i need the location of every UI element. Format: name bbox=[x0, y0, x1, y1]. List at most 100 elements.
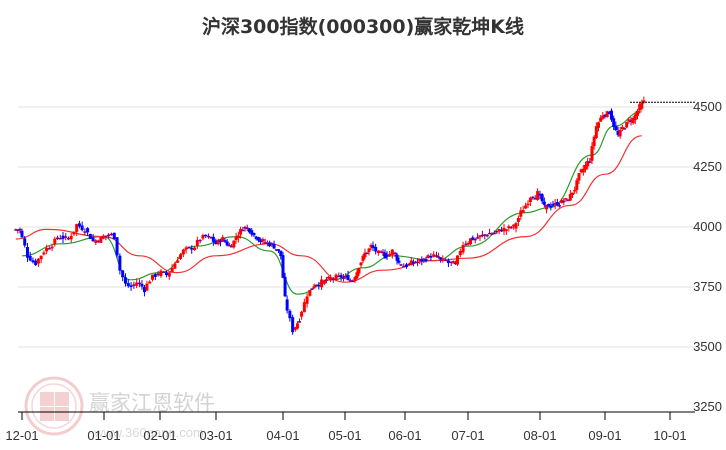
candle-body bbox=[243, 227, 247, 229]
candle-body bbox=[80, 225, 84, 231]
candle-body bbox=[564, 198, 568, 200]
candle-body bbox=[540, 194, 544, 202]
candle-body bbox=[597, 122, 600, 128]
candle-body bbox=[109, 233, 113, 236]
candle-body bbox=[451, 261, 455, 264]
candle-body bbox=[230, 245, 234, 248]
candle-body bbox=[453, 262, 457, 265]
candle-body bbox=[461, 245, 465, 253]
candle-body bbox=[416, 261, 420, 264]
candle-body bbox=[346, 275, 350, 281]
y-axis: 3250 3500 3750 4000 4250 4500 bbox=[693, 99, 722, 414]
candle-body bbox=[47, 248, 51, 250]
candle-body bbox=[469, 238, 472, 245]
candle-body bbox=[359, 262, 363, 266]
y-tick-label: 4250 bbox=[693, 159, 722, 174]
candle-body bbox=[293, 327, 297, 330]
candle-body bbox=[16, 229, 20, 231]
candle-body bbox=[173, 263, 177, 269]
candle-body bbox=[148, 281, 152, 284]
candle-body bbox=[351, 280, 355, 283]
candle-body bbox=[107, 234, 111, 236]
candle-body bbox=[466, 242, 470, 245]
candle-body bbox=[274, 249, 278, 251]
candle-body bbox=[464, 243, 468, 246]
candle-body bbox=[605, 111, 609, 118]
candle-body bbox=[227, 244, 231, 247]
candle-body bbox=[531, 196, 535, 199]
watermark-seal-cell bbox=[55, 392, 69, 406]
candle-body bbox=[555, 202, 559, 206]
candle-body bbox=[277, 249, 281, 251]
candle-body bbox=[151, 274, 155, 280]
candle-body bbox=[414, 261, 417, 264]
candle-body bbox=[369, 244, 373, 248]
candle-body bbox=[221, 237, 225, 242]
candle-body bbox=[248, 228, 251, 233]
candle-body bbox=[547, 204, 551, 207]
candle-body bbox=[519, 210, 523, 217]
candle-body bbox=[23, 238, 27, 246]
ma-long-line bbox=[15, 135, 642, 283]
candle-body bbox=[385, 254, 389, 257]
candle-body bbox=[581, 168, 585, 173]
candle-body bbox=[409, 260, 413, 266]
candle-body bbox=[490, 233, 494, 235]
candle-body bbox=[45, 247, 49, 252]
candle-body bbox=[631, 118, 635, 124]
candle-body bbox=[402, 265, 406, 268]
candle-body bbox=[302, 302, 306, 313]
candle-body bbox=[492, 232, 496, 235]
candle-body bbox=[432, 254, 436, 257]
candle-body bbox=[99, 237, 103, 243]
x-tick-label: 10-01 bbox=[653, 428, 686, 443]
candle-body bbox=[39, 255, 43, 260]
candle-body bbox=[483, 234, 487, 236]
x-tick-label: 03-01 bbox=[199, 428, 232, 443]
candle-body bbox=[478, 235, 482, 238]
candle-body bbox=[545, 204, 548, 210]
candle-body bbox=[528, 197, 532, 203]
candle-body bbox=[397, 260, 401, 263]
candle-body bbox=[640, 102, 644, 109]
candle-body bbox=[512, 224, 516, 227]
candle-body bbox=[620, 126, 624, 130]
candle-body bbox=[374, 246, 378, 252]
candle-body bbox=[579, 169, 583, 173]
candle-body bbox=[190, 247, 194, 250]
watermark-seal-cell bbox=[40, 407, 54, 421]
candle-body bbox=[204, 234, 208, 237]
candle-body bbox=[638, 104, 642, 111]
candle-body bbox=[365, 252, 369, 255]
candle-body bbox=[254, 236, 258, 240]
candle-body bbox=[509, 226, 513, 229]
candle-body bbox=[241, 229, 245, 232]
candle-body bbox=[571, 192, 574, 196]
candle-body bbox=[153, 274, 157, 277]
candle-body bbox=[239, 229, 243, 235]
candle-body bbox=[601, 115, 605, 119]
candle-body bbox=[265, 242, 269, 244]
candle-body bbox=[25, 247, 29, 258]
candle-body bbox=[411, 261, 415, 264]
candle-body bbox=[305, 296, 309, 304]
candle-body bbox=[341, 277, 345, 279]
candle-body bbox=[584, 164, 587, 170]
candle-body bbox=[214, 240, 218, 245]
candle-body bbox=[507, 226, 511, 229]
candle-body bbox=[317, 285, 321, 287]
candle-body bbox=[281, 255, 285, 278]
candle-body bbox=[193, 247, 197, 251]
candle-body bbox=[18, 228, 22, 231]
candle-body bbox=[31, 260, 35, 263]
candle-body bbox=[399, 264, 403, 266]
candle-body bbox=[218, 240, 222, 243]
x-tick-label: 06-01 bbox=[388, 428, 421, 443]
candle-body bbox=[123, 277, 127, 284]
candle-body bbox=[101, 235, 105, 239]
candle-body bbox=[566, 199, 570, 202]
x-axis: 12-01 01-01 02-01 03-01 04-01 05-01 06-01 07-01… bbox=[5, 411, 695, 443]
candle-body bbox=[184, 247, 188, 250]
candle-body bbox=[473, 238, 477, 241]
candle-body bbox=[429, 255, 433, 258]
